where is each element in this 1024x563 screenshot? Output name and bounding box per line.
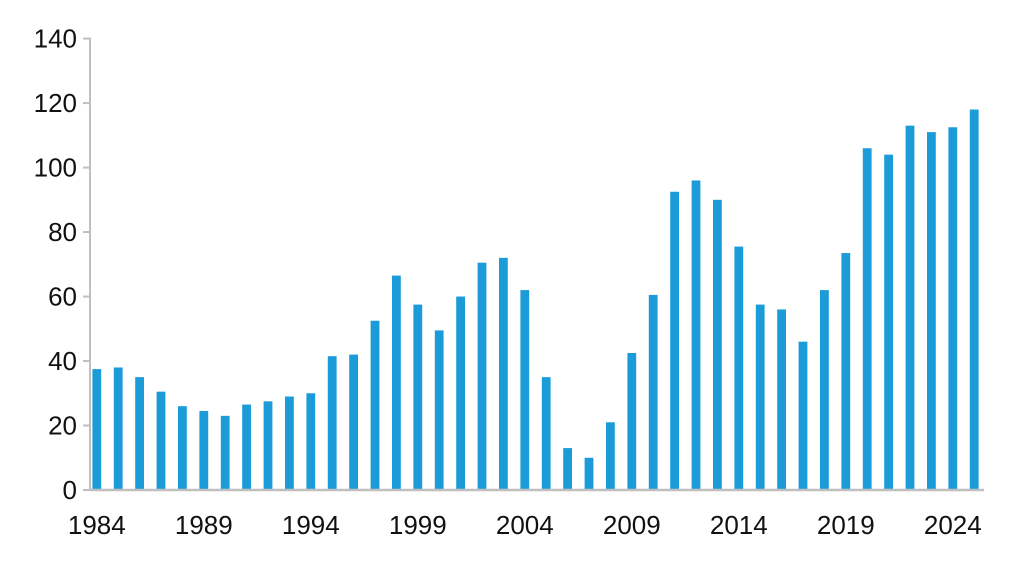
bar-2005 [541,377,551,490]
bar-2020 [862,148,872,491]
bar-1994 [306,393,316,490]
x-tick-label: 2024 [924,510,982,540]
bar-1991 [242,404,251,490]
bar-2022 [905,125,915,490]
y-tick-label: 100 [34,153,77,183]
y-axis: 0 20 40 60 80 100 120 140 [34,24,91,505]
bar-1988 [178,406,187,490]
bar-2016 [777,309,786,490]
bar-2012 [691,180,701,490]
y-tick-label: 20 [48,411,77,441]
bar-2014 [734,246,744,490]
bar-2002 [477,262,487,490]
bar-2004 [520,290,530,490]
bar-2017 [798,341,808,490]
y-tick-label: 60 [48,282,77,312]
x-tick-label: 1989 [175,510,233,540]
bar-2009 [627,352,637,490]
bar-1992 [263,401,273,490]
bar-2019 [841,253,851,490]
y-tick-label: 140 [34,24,77,54]
x-tick-label: 1984 [68,510,126,540]
x-tick-label: 1994 [282,510,340,540]
y-tick-label: 120 [34,88,77,118]
bars-series [92,109,979,491]
bar-2006 [563,448,572,490]
bar-1993 [285,396,294,490]
x-tick-label: 1999 [389,510,447,540]
bar-2018 [820,290,829,490]
bar-1990 [220,415,230,490]
bar-2024 [948,127,958,491]
bar-1995 [327,356,337,490]
bar-2025 [969,109,979,490]
bar-2008 [606,422,615,490]
bar-2015 [755,304,765,490]
bar-2001 [456,296,465,490]
bar-2013 [713,199,722,490]
bar-1986 [135,377,144,490]
bar-2000 [434,330,444,490]
x-axis: 1984 1989 1994 1999 2004 2009 2014 2019 2024 [68,488,984,540]
bar-1996 [349,354,358,490]
bar-1999 [413,304,423,490]
x-tick-label: 2019 [817,510,875,540]
y-tick-label: 40 [48,346,77,376]
bar-1984 [92,369,102,490]
x-tick-label: 2004 [496,510,554,540]
bar-1985 [113,367,123,490]
bar-2011 [670,191,679,490]
bar-2010 [648,294,658,490]
bar-2007 [584,457,594,490]
bar-1998 [392,275,401,490]
bar-2023 [927,132,936,490]
bar-2003 [499,257,508,490]
bar-2021 [884,154,893,491]
y-tick-label: 80 [48,217,77,247]
y-tick-label: 0 [63,475,77,505]
x-tick-label: 2009 [603,510,661,540]
bar-1997 [370,320,380,490]
x-tick-label: 2014 [710,510,768,540]
bar-1989 [199,411,209,490]
bar-1987 [156,391,166,490]
